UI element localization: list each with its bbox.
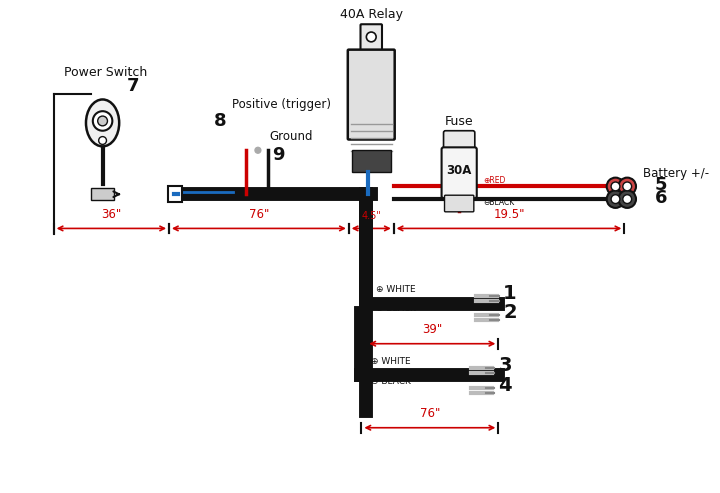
Text: 2: 2 [503, 303, 517, 322]
Text: Fuse: Fuse [445, 115, 474, 128]
Text: 4: 4 [498, 376, 512, 394]
FancyBboxPatch shape [168, 186, 181, 202]
Text: ⊕ WHITE: ⊕ WHITE [376, 285, 415, 294]
Circle shape [611, 195, 620, 204]
Text: 9: 9 [273, 146, 285, 164]
FancyBboxPatch shape [91, 188, 114, 200]
Text: 19.5": 19.5" [493, 208, 525, 220]
Text: 76": 76" [420, 407, 440, 420]
Circle shape [623, 195, 631, 204]
Circle shape [618, 190, 636, 208]
Circle shape [366, 32, 376, 42]
Text: 30A: 30A [446, 164, 472, 176]
FancyBboxPatch shape [441, 147, 477, 198]
Ellipse shape [86, 100, 120, 146]
FancyBboxPatch shape [444, 131, 474, 152]
Text: 1: 1 [503, 284, 517, 303]
FancyBboxPatch shape [348, 50, 395, 140]
Text: 4.5": 4.5" [361, 211, 381, 220]
Text: 3: 3 [498, 356, 512, 375]
FancyBboxPatch shape [351, 150, 391, 172]
Text: ⊖BLACK: ⊖BLACK [484, 198, 515, 207]
Text: 39": 39" [422, 323, 442, 336]
Text: ⊖ BLACK: ⊖ BLACK [372, 377, 411, 386]
Circle shape [99, 137, 107, 144]
Circle shape [93, 111, 112, 131]
Circle shape [611, 182, 620, 191]
Text: 8: 8 [214, 112, 227, 130]
Text: Ground: Ground [270, 131, 313, 143]
Text: 7: 7 [127, 77, 140, 95]
Text: 36": 36" [102, 208, 122, 220]
FancyBboxPatch shape [444, 195, 474, 212]
Text: 5: 5 [654, 176, 667, 194]
Text: ⊕RED: ⊕RED [484, 176, 506, 185]
Circle shape [607, 190, 624, 208]
Circle shape [618, 177, 636, 195]
Text: ⊕ WHITE: ⊕ WHITE [372, 357, 411, 366]
Text: Positive (trigger): Positive (trigger) [232, 98, 330, 111]
Text: 76": 76" [248, 208, 269, 220]
Text: ⊖ BLACK: ⊖ BLACK [376, 305, 416, 314]
Text: Power Switch: Power Switch [64, 66, 147, 79]
Circle shape [607, 177, 624, 195]
Circle shape [255, 147, 261, 153]
FancyBboxPatch shape [361, 24, 382, 52]
Circle shape [623, 182, 631, 191]
Circle shape [98, 116, 107, 126]
Text: 40A Relay: 40A Relay [340, 8, 402, 21]
Text: Battery +/-: Battery +/- [643, 167, 709, 179]
Text: 6: 6 [654, 189, 667, 207]
